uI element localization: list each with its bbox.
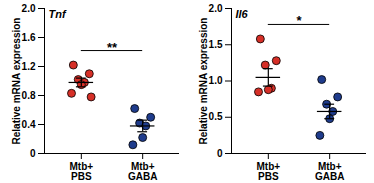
svg-text:1.2: 1.2 <box>22 61 36 72</box>
svg-text:Mtb+GABA: Mtb+GABA <box>315 161 344 182</box>
svg-text:Relative mRNA expression: Relative mRNA expression <box>11 18 22 145</box>
svg-text:0.4: 0.4 <box>22 119 36 130</box>
svg-text:Mtb+GABA: Mtb+GABA <box>128 161 157 182</box>
svg-text:Relative mRNA expression: Relative mRNA expression <box>198 18 209 145</box>
svg-text:**: ** <box>107 40 118 55</box>
svg-text:0: 0 <box>217 148 223 159</box>
svg-text:1.5: 1.5 <box>209 39 223 50</box>
svg-text:0.5: 0.5 <box>209 111 223 122</box>
svg-text:0.8: 0.8 <box>22 90 36 101</box>
svg-text:0: 0 <box>30 148 36 159</box>
svg-text:2.0: 2.0 <box>209 3 223 14</box>
svg-text:2.0: 2.0 <box>22 3 36 14</box>
svg-text:1.0: 1.0 <box>209 75 223 86</box>
svg-text:Il6: Il6 <box>236 8 249 20</box>
svg-text:*: * <box>296 13 302 28</box>
svg-text:Mtb+PBS: Mtb+PBS <box>70 161 94 182</box>
svg-text:1.6: 1.6 <box>22 32 36 43</box>
svg-text:Tnf: Tnf <box>49 8 67 20</box>
svg-text:Mtb+PBS: Mtb+PBS <box>257 161 281 182</box>
